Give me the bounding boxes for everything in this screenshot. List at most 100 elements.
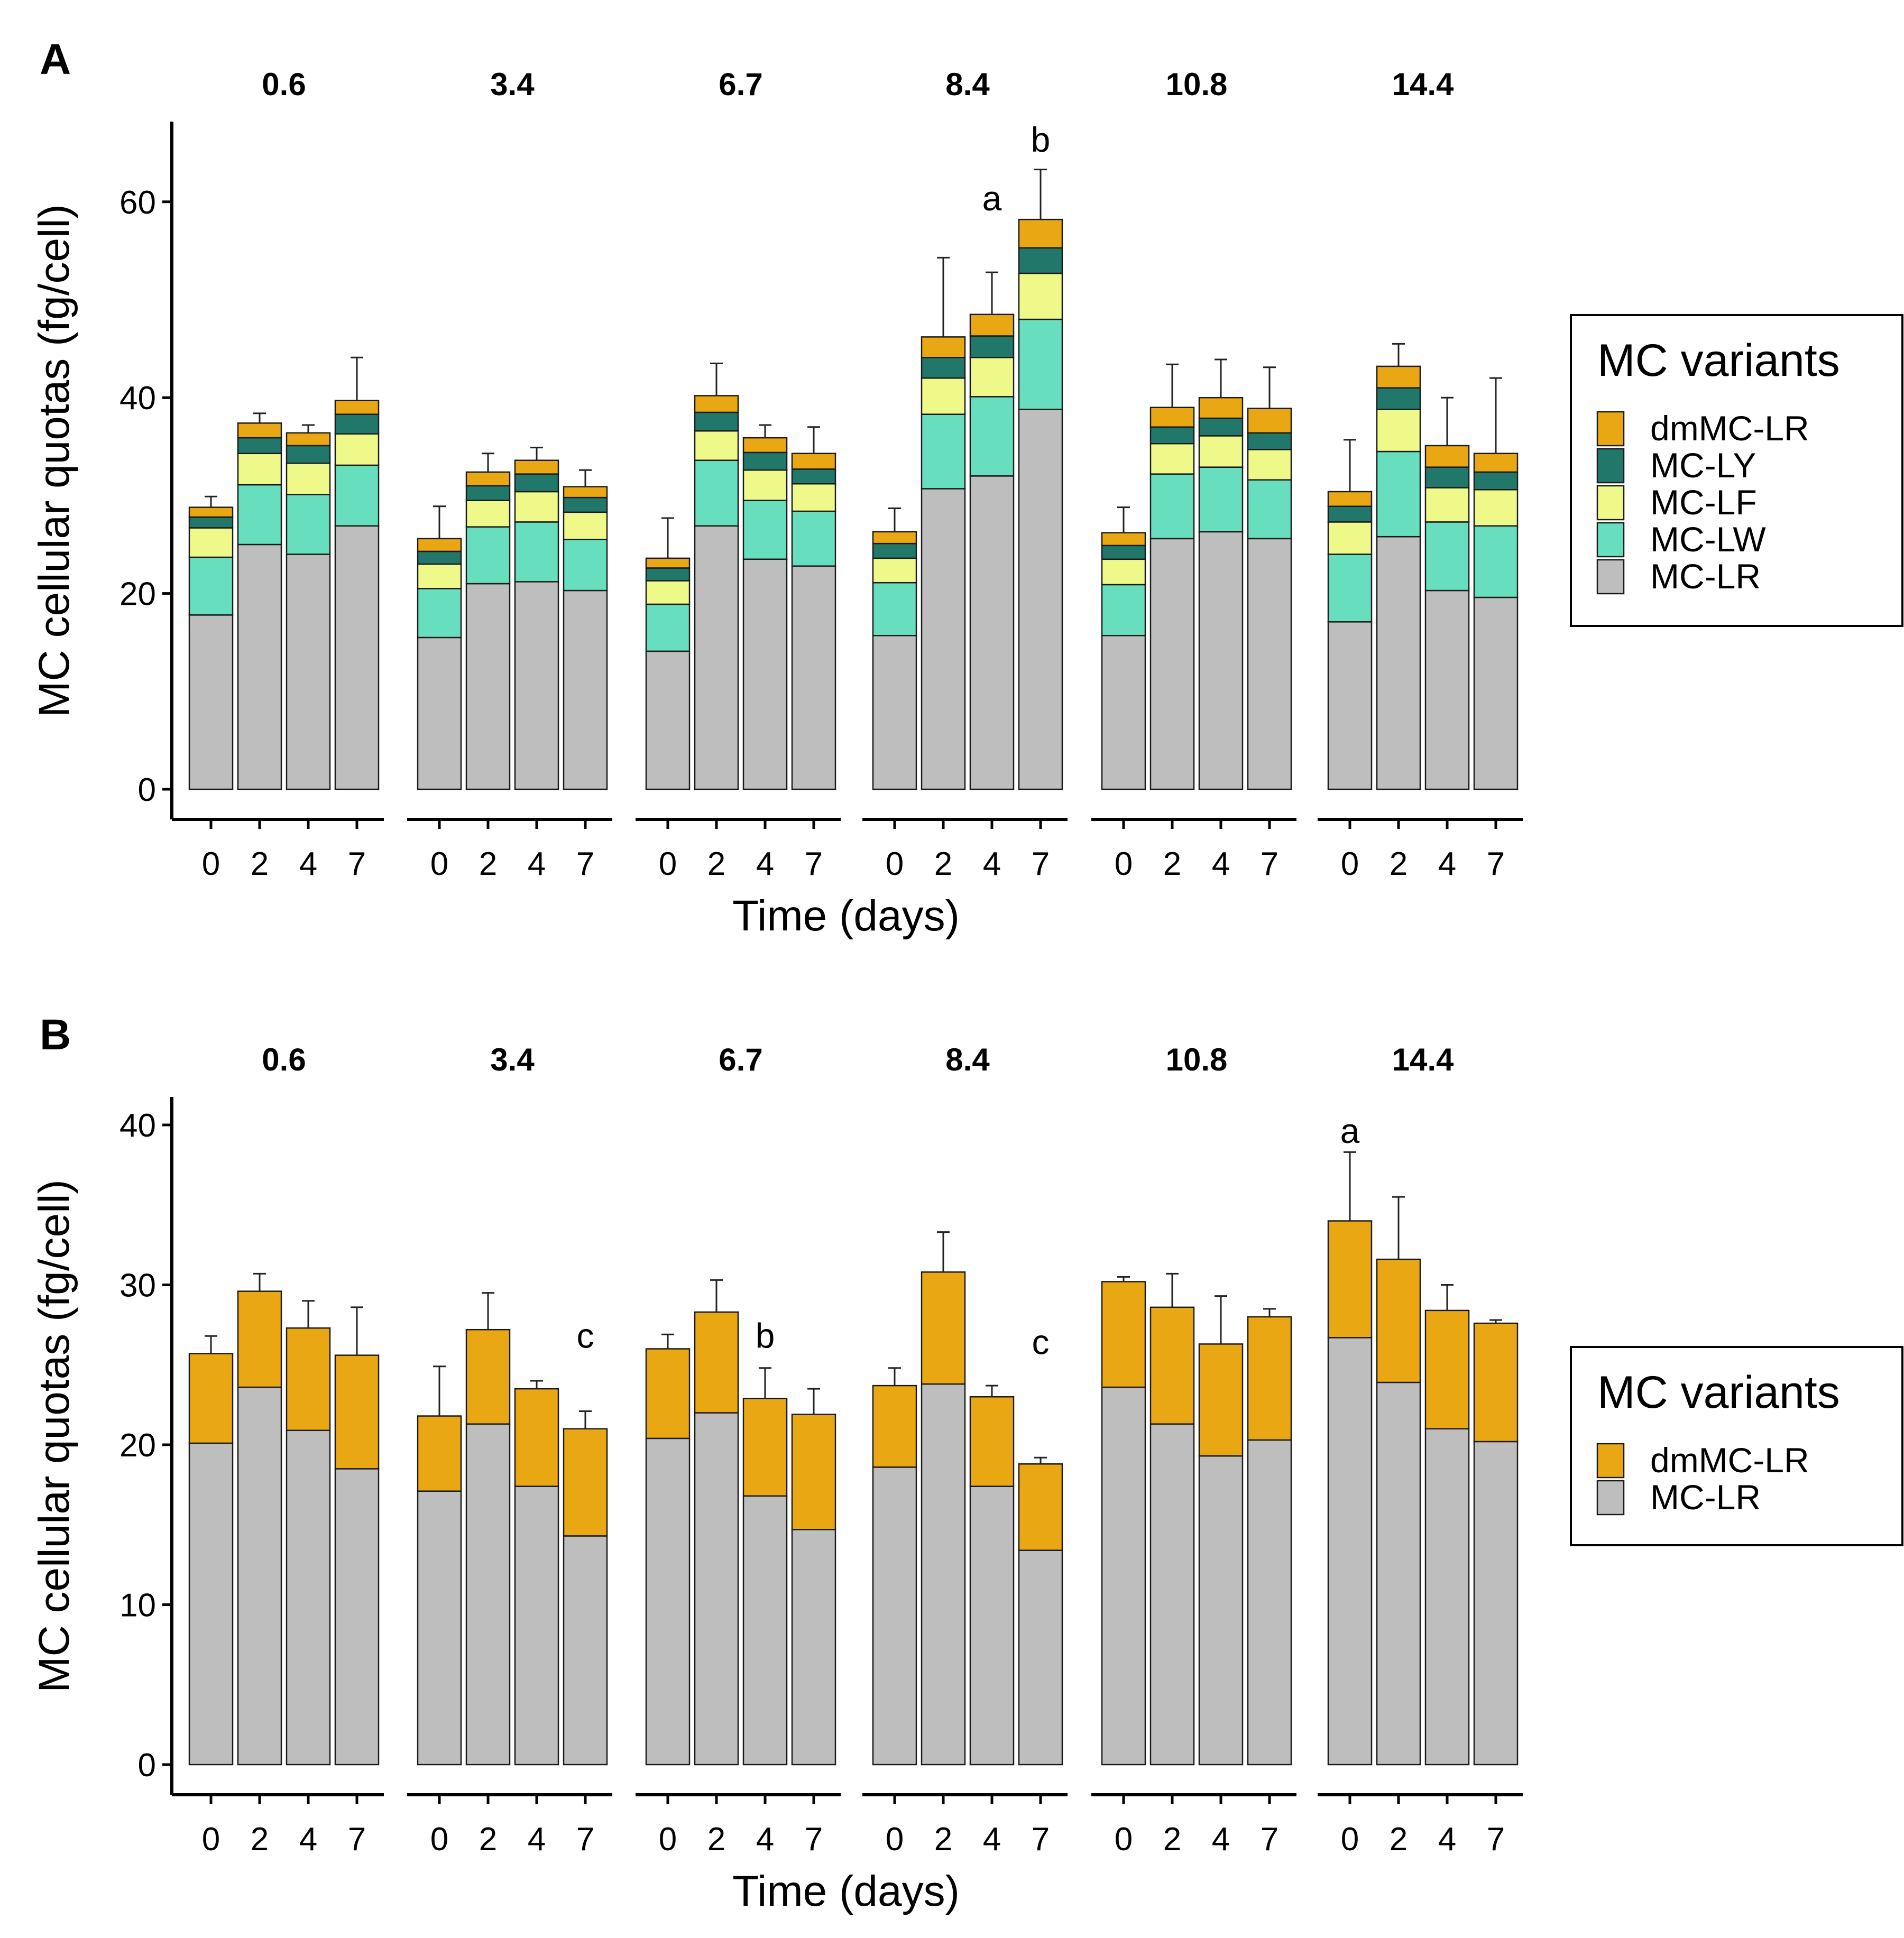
facet-label: 10.8 [1166, 1042, 1228, 1077]
y-tick-label: 0 [138, 772, 156, 808]
bar-segment-mc-ly [1247, 432, 1292, 450]
bar-segment-mc-lw [237, 484, 282, 546]
legend-label: MC-LR [1650, 557, 1761, 596]
significance-letter: a [982, 179, 1002, 218]
legend-key-mc-lr [1596, 559, 1625, 595]
bar-segment-mc-lr [563, 1535, 608, 1766]
y-tick-label: 40 [119, 1108, 156, 1144]
bar-segment-mc-lw [969, 396, 1015, 477]
bar-segment-dmmc-lr [334, 400, 380, 415]
bar-segment-dmmc-lr [872, 1385, 917, 1468]
bar-segment-dmmc-lr [969, 313, 1015, 337]
bar-segment-dmmc-lr [417, 1415, 462, 1492]
legend-label: MC-LR [1650, 1478, 1761, 1517]
legend-title: MC variants [1597, 1367, 1840, 1418]
bar-segment-mc-lr [872, 1466, 917, 1766]
legend-key-mc-lr [1596, 1480, 1625, 1516]
bar-segment-mc-lr [1376, 536, 1421, 790]
x-tick-label: 4 [299, 846, 317, 882]
x-tick-label: 2 [1163, 1821, 1181, 1858]
x-tick-label: 4 [983, 846, 1001, 882]
bar-segment-mc-lr [694, 1412, 739, 1766]
x-tick-label: 0 [1115, 1821, 1133, 1858]
bar-segment-mc-lw [514, 521, 559, 583]
bar-segment-mc-ly [1101, 545, 1146, 560]
bar-segment-dmmc-lr [1376, 365, 1421, 389]
bar-segment-dmmc-lr [694, 1311, 739, 1414]
bar-segment-mc-lw [1473, 525, 1519, 598]
bar-segment-mc-ly [1018, 247, 1063, 274]
bar-segment-mc-lr [286, 1429, 331, 1766]
legend-key-dmmc-lr [1596, 1443, 1625, 1479]
bar-segment-mc-ly [563, 496, 608, 513]
bar-segment-mc-ly [921, 357, 966, 379]
bar-segment-dmmc-lr [1101, 1281, 1146, 1388]
x-tick-label: 2 [479, 1821, 497, 1858]
facet-label: 0.6 [262, 67, 306, 102]
bar-segment-mc-lf [417, 563, 462, 589]
bar-segment-dmmc-lr [514, 459, 559, 475]
x-tick-label: 2 [1163, 846, 1181, 882]
bar-segment-mc-lr [1424, 1428, 1470, 1766]
bar-segment-dmmc-lr [1473, 453, 1519, 473]
x-tick-label: 0 [886, 1821, 904, 1858]
x-tick-label: 4 [983, 1821, 1001, 1858]
bar-segment-mc-lr [237, 1386, 282, 1766]
significance-letter: c [577, 1316, 594, 1355]
bar-segment-mc-lr [417, 1490, 462, 1766]
bar-segment-mc-lf [1424, 487, 1470, 523]
bar-segment-mc-ly [334, 413, 380, 435]
bar-segment-mc-lw [742, 500, 788, 560]
bar-segment-mc-ly [286, 445, 331, 464]
x-tick-label: 7 [348, 1821, 366, 1858]
significance-letter: c [1032, 1322, 1050, 1361]
y-tick-label: 20 [119, 1427, 156, 1464]
bar-segment-mc-lw [1101, 584, 1146, 636]
facet-label: 6.7 [719, 67, 762, 102]
bar-segment-mc-lw [465, 526, 511, 585]
x-tick-label: 4 [528, 846, 546, 882]
bar-segment-dmmc-lr [188, 1353, 234, 1444]
facet-label: 6.7 [719, 1042, 762, 1077]
bar-segment-dmmc-lr [563, 486, 608, 499]
bar-segment-mc-lf [563, 511, 608, 540]
x-tick-label: 7 [1261, 1821, 1278, 1858]
bar-segment-mc-lw [1018, 318, 1063, 410]
bar-segment-mc-lf [742, 469, 788, 501]
bar-segment-dmmc-lr [514, 1388, 559, 1487]
bar-segment-dmmc-lr [645, 557, 691, 569]
bar-segment-dmmc-lr [1424, 1309, 1470, 1429]
x-tick-label: 0 [659, 1821, 677, 1858]
x-axis-title: Time (days) [732, 1867, 960, 1915]
bar-segment-dmmc-lr [237, 1290, 282, 1388]
bar-segment-mc-lr [1101, 1386, 1146, 1766]
bar-segment-dmmc-lr [1473, 1322, 1519, 1443]
x-tick-label: 0 [1341, 1821, 1359, 1858]
bar-segment-dmmc-lr [791, 453, 836, 470]
x-tick-label: 7 [576, 1821, 594, 1858]
bar-segment-mc-lw [921, 413, 966, 490]
x-tick-label: 7 [1487, 1821, 1505, 1858]
x-tick-label: 7 [805, 1821, 823, 1858]
bar-segment-mc-lr [188, 1442, 234, 1766]
bar-segment-mc-lw [1247, 479, 1292, 540]
x-tick-label: 7 [1032, 1821, 1050, 1858]
bar-segment-mc-ly [1327, 505, 1373, 523]
bar-segment-mc-lw [872, 582, 917, 636]
x-tick-label: 0 [1341, 846, 1359, 882]
bar-segment-mc-lr [563, 589, 608, 790]
bar-segment-mc-lr [334, 1468, 380, 1766]
significance-letter: a [1340, 1111, 1360, 1150]
bar-segment-dmmc-lr [417, 538, 462, 552]
bar-segment-mc-lr [1376, 1381, 1421, 1766]
bar-segment-mc-ly [465, 485, 511, 501]
bar-segment-mc-lr [742, 558, 788, 790]
y-axis-title: MC cellular quotas (fg/cell) [30, 1179, 78, 1693]
bar-segment-dmmc-lr [1327, 491, 1373, 507]
legend-box [1570, 1346, 1903, 1546]
bar-segment-mc-lf [1198, 435, 1244, 468]
bar-segment-mc-lw [694, 459, 739, 527]
bar-segment-mc-lr [1473, 1441, 1519, 1766]
bar-segment-mc-lf [514, 491, 559, 523]
